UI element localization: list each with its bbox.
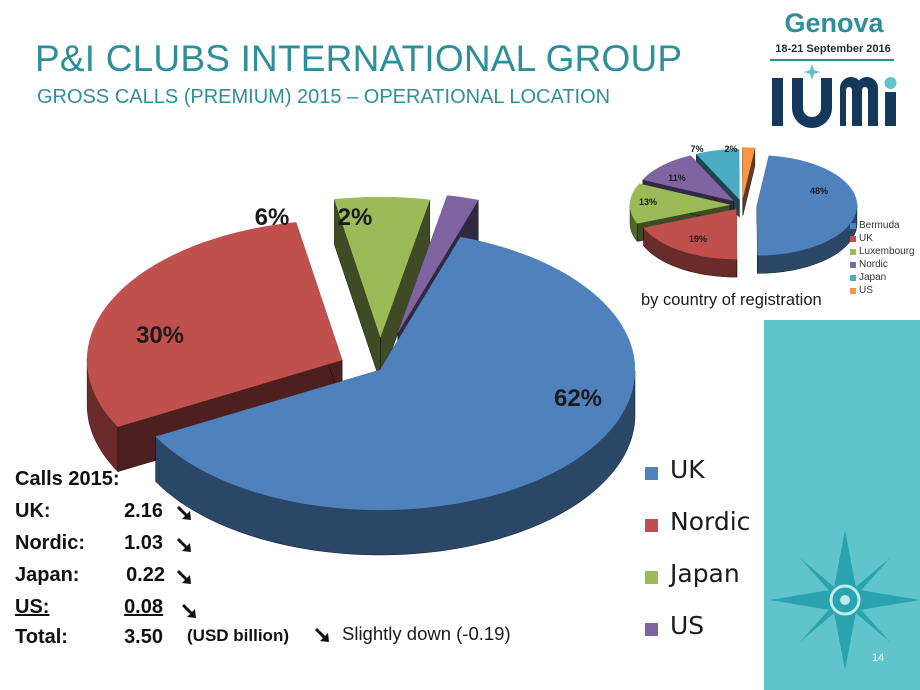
iumi-logo	[772, 64, 897, 128]
slice-label: 2%	[724, 144, 737, 154]
down-trend-arrow-icon	[314, 627, 329, 642]
compass-rose-icon	[770, 530, 920, 670]
legend-swatch	[850, 249, 856, 255]
slice-label: 48%	[810, 186, 828, 196]
slice-label: 2%	[338, 204, 373, 231]
slice-label: 11%	[668, 173, 686, 183]
calls-row-nordic: Nordic: 1.03	[15, 532, 345, 562]
calls-label: Japan:	[15, 564, 80, 586]
calls-value: 0.08	[124, 596, 163, 618]
slice-top-3	[642, 155, 735, 202]
legend-label: Bermuda	[859, 220, 900, 231]
slice-label: 13%	[639, 197, 657, 207]
slice-top-5	[742, 147, 756, 198]
legend-label: UK	[670, 455, 705, 484]
legend-swatch	[850, 223, 856, 229]
legend-swatch	[850, 262, 856, 268]
legend-swatch	[645, 519, 658, 532]
legend-swatch	[645, 623, 658, 636]
legend-swatch	[850, 288, 856, 294]
legend-swatch	[850, 236, 856, 242]
calls-total-unit: (USD billion)	[187, 626, 289, 645]
registration-pie-chart: 48% 19% 13% 11% 7% 2%	[629, 144, 858, 278]
legend-swatch	[850, 275, 856, 281]
slice-top-0	[155, 236, 636, 511]
slice-top-1	[86, 222, 343, 427]
slice-top-2	[334, 196, 431, 338]
calls-title: Calls 2015:	[15, 468, 120, 490]
slice-top-0	[756, 155, 858, 256]
registration-caption: by country of registration	[641, 291, 822, 309]
calls-row-japan: Japan: 0.22	[15, 564, 345, 594]
legend-label: US	[670, 611, 705, 640]
calls-summary: Calls 2015: UK: 2.16 Nordic: 1.03 Japan:…	[15, 468, 345, 658]
calls-total-label: Total:	[15, 626, 68, 648]
calls-total-value: 3.50	[124, 626, 163, 648]
slice-label: 62%	[554, 385, 602, 412]
calls-label: UK:	[15, 500, 51, 522]
total-trend-note: Slightly down (-0.19)	[342, 623, 511, 644]
slice-label: 30%	[136, 322, 184, 349]
calls-value: 0.22	[126, 564, 165, 586]
event-dates: 18-21 September 2016	[775, 43, 891, 55]
legend-label: UK	[859, 233, 873, 244]
event-city: Genova	[784, 8, 884, 38]
slice-top-1	[643, 208, 738, 260]
calls-label: US:	[15, 596, 50, 618]
slice-label: 6%	[255, 204, 290, 231]
slice-top-3	[397, 195, 479, 333]
down-trend-arrow-icon	[176, 505, 191, 520]
legend-label: Japan	[670, 559, 740, 588]
page-number: 14	[872, 652, 885, 664]
legend-label: Nordic	[670, 507, 751, 536]
calls-value: 2.16	[124, 500, 163, 522]
page-title: P&I CLUBS INTERNATIONAL GROUP	[35, 38, 683, 79]
calls-row-uk: UK: 2.16	[15, 500, 345, 530]
slice-label: 7%	[690, 144, 703, 154]
calls-row-total: Total: 3.50 (USD billion)	[15, 626, 345, 656]
legend-label: Luxembourg	[859, 246, 915, 257]
legend-swatch	[645, 571, 658, 584]
legend-swatch	[645, 467, 658, 480]
main-pie-chart: 62% 30% 6% 2%	[86, 195, 636, 556]
slice-top-2	[629, 183, 731, 224]
down-trend-arrow-icon	[176, 569, 191, 584]
legend-label: Japan	[859, 272, 887, 283]
slice-label: 19%	[689, 234, 707, 244]
legend-label: US	[859, 285, 873, 296]
calls-value: 1.03	[124, 532, 163, 554]
calls-row-us: US: 0.08	[15, 596, 345, 626]
down-trend-arrow-icon	[176, 537, 191, 552]
logo-divider	[770, 59, 894, 61]
calls-label: Nordic:	[15, 532, 85, 554]
page-subtitle: GROSS CALLS (PREMIUM) 2015 – OPERATIONAL…	[37, 86, 611, 108]
down-trend-arrow-icon	[181, 603, 196, 618]
legend-label: Nordic	[859, 259, 888, 270]
slice-top-4	[695, 148, 740, 200]
